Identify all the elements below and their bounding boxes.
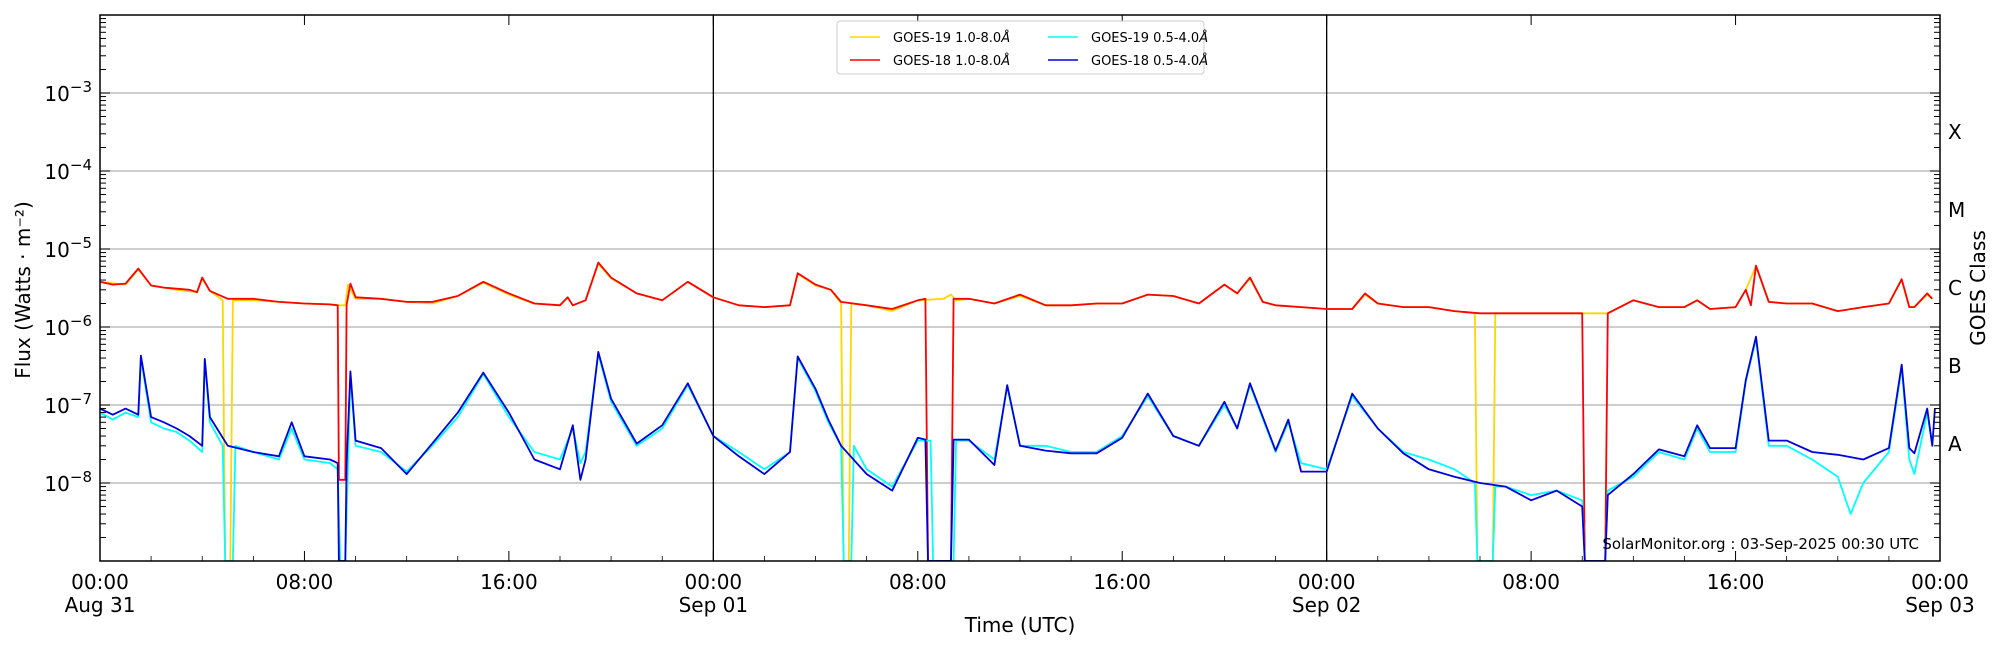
goes-class-c: C	[1948, 276, 1962, 300]
x-tick-label: 16:00	[1093, 570, 1151, 594]
y-tick-label: 10−5	[44, 234, 92, 262]
x-tick-label: 16:00	[1707, 570, 1765, 594]
y-tick-label: 10−3	[44, 78, 92, 106]
goes-class-b: B	[1948, 354, 1962, 378]
day-dividers	[712, 15, 1328, 561]
x-tick-label: 08:00	[276, 570, 334, 594]
y-axis-label: Flux (Watts · m⁻²)	[11, 201, 35, 379]
x-tick-label: 00:00	[1298, 570, 1356, 594]
series-line-3	[100, 335, 1936, 561]
legend: GOES-19 1.0-8.0Å GOES-19 0.5-4.0Å GOES-18 …	[836, 20, 1208, 75]
x-tick-label: 16:00	[480, 570, 538, 594]
y-tick-label: 10−4	[44, 156, 92, 184]
x-tick-date-label: Sep 02	[1292, 593, 1362, 617]
y-tick-label: 10−6	[44, 312, 92, 340]
right-y-axis-label: GOES Class	[1966, 230, 1990, 346]
legend-item-label: GOES-19 1.0-8.0Å	[893, 30, 1010, 46]
x-tick-label: 00:00	[71, 570, 129, 594]
goes-class-labels: X M C B A	[1948, 120, 1965, 456]
series-line-1	[100, 261, 1933, 561]
x-tick-date-label: Sep 01	[679, 593, 749, 617]
goes-class-x: X	[1948, 120, 1962, 144]
x-tick-label: 08:00	[1502, 570, 1560, 594]
watermark-annotation: SolarMonitor.org : 03-Sep-2025 00:30 UTC	[1602, 535, 1919, 553]
x-axis-label: Time (UTC)	[964, 613, 1076, 637]
plot-frame	[99, 14, 1941, 562]
series-line-2	[100, 338, 1934, 561]
series-line-0	[100, 262, 1933, 561]
x-tick-label: 08:00	[889, 570, 947, 594]
legend-item-label: GOES-19 0.5-4.0Å	[1091, 30, 1208, 46]
data-series	[100, 261, 1936, 561]
goes-class-a: A	[1948, 432, 1962, 456]
x-tick-date-label: Aug 31	[65, 593, 136, 617]
legend-item-label: GOES-18 1.0-8.0Å	[893, 53, 1010, 69]
x-tick-date-label: Sep 03	[1905, 593, 1975, 617]
legend-box	[836, 20, 1205, 75]
goes-class-m: M	[1948, 198, 1965, 222]
y-tick-label: 10−8	[44, 468, 92, 496]
x-tick-label: 00:00	[1911, 570, 1969, 594]
legend-item-label: GOES-18 0.5-4.0Å	[1091, 53, 1208, 69]
gridlines	[100, 92, 1940, 484]
y-axis-ticks: 10−3 10−4 10−5 10−6 10−7 10−8	[44, 14, 1940, 562]
x-tick-label: 00:00	[685, 570, 743, 594]
y-tick-label: 10−7	[44, 390, 92, 418]
